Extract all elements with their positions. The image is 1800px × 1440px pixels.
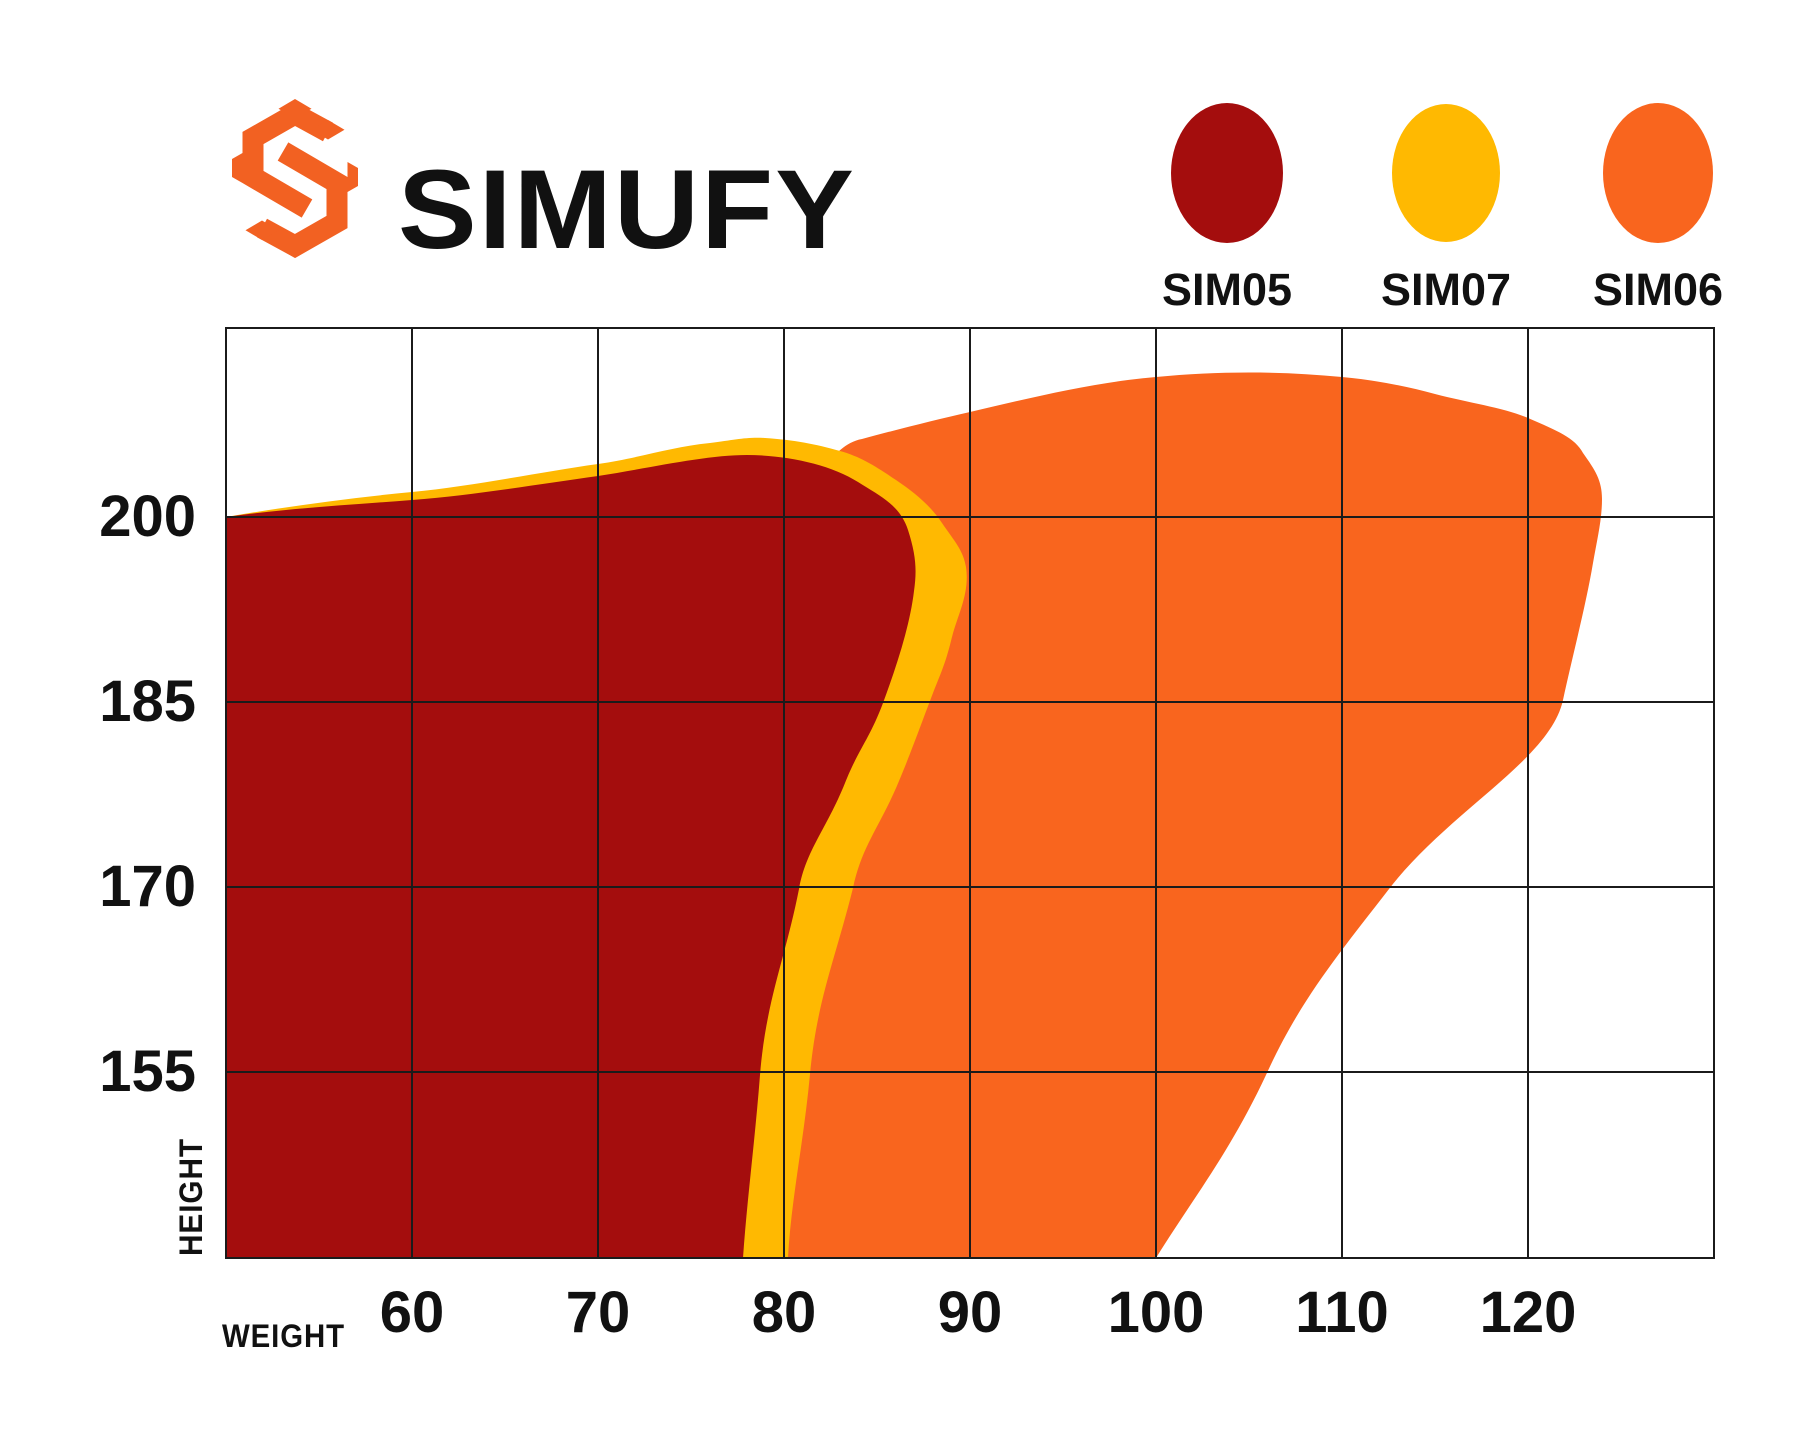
y-tick-label: 185	[99, 669, 196, 734]
legend-label-sim05: SIM05	[1162, 264, 1292, 315]
logo-upper-hook-icon	[242, 101, 334, 218]
legend-label-sim06: SIM06	[1593, 264, 1723, 315]
plot-regions	[226, 372, 1602, 1258]
y-tick-label: 170	[99, 854, 196, 919]
x-tick-label: 70	[566, 1280, 631, 1345]
x-tick-label: 100	[1108, 1280, 1205, 1345]
brand-logo: SIMUFY	[232, 99, 856, 272]
sim05-region	[226, 455, 916, 1258]
logo-lower-hook-icon	[256, 142, 348, 259]
legend-item-sim06: SIM06	[1593, 103, 1723, 315]
simufy-logo-icon	[232, 99, 358, 259]
y-axis-ticks: 200 185 170 155	[99, 484, 196, 1104]
x-tick-label: 80	[752, 1280, 817, 1345]
y-tick-label: 155	[99, 1039, 196, 1104]
x-axis-title: WEIGHT	[222, 1318, 345, 1354]
logo-right-tip-icon	[347, 162, 358, 192]
plot-grid	[225, 327, 1715, 1259]
y-axis-title: HEIGHT	[173, 1138, 209, 1256]
legend: SIM05 SIM07 SIM06	[1162, 103, 1723, 315]
legend-label-sim07: SIM07	[1381, 264, 1511, 315]
y-tick-label: 200	[99, 484, 196, 549]
legend-item-sim05: SIM05	[1162, 103, 1292, 315]
logo-upper-right-diamond-icon	[311, 120, 345, 140]
plot-border	[225, 327, 1715, 1259]
legend-item-sim07: SIM07	[1381, 104, 1511, 315]
x-tick-label: 120	[1480, 1280, 1577, 1345]
sim05-swatch-icon	[1171, 103, 1283, 243]
x-tick-label: 60	[380, 1280, 445, 1345]
logo-left-tip-icon	[232, 153, 243, 183]
x-tick-label: 90	[938, 1280, 1003, 1345]
x-axis-ticks: 60 70 80 90 100 110 120	[380, 1280, 1577, 1345]
logo-lower-left-diamond-icon	[245, 220, 279, 240]
x-tick-label: 110	[1295, 1280, 1389, 1345]
brand-wordmark: SIMUFY	[398, 147, 856, 272]
sim07-swatch-icon	[1392, 104, 1500, 242]
sim06-swatch-icon	[1603, 103, 1713, 243]
